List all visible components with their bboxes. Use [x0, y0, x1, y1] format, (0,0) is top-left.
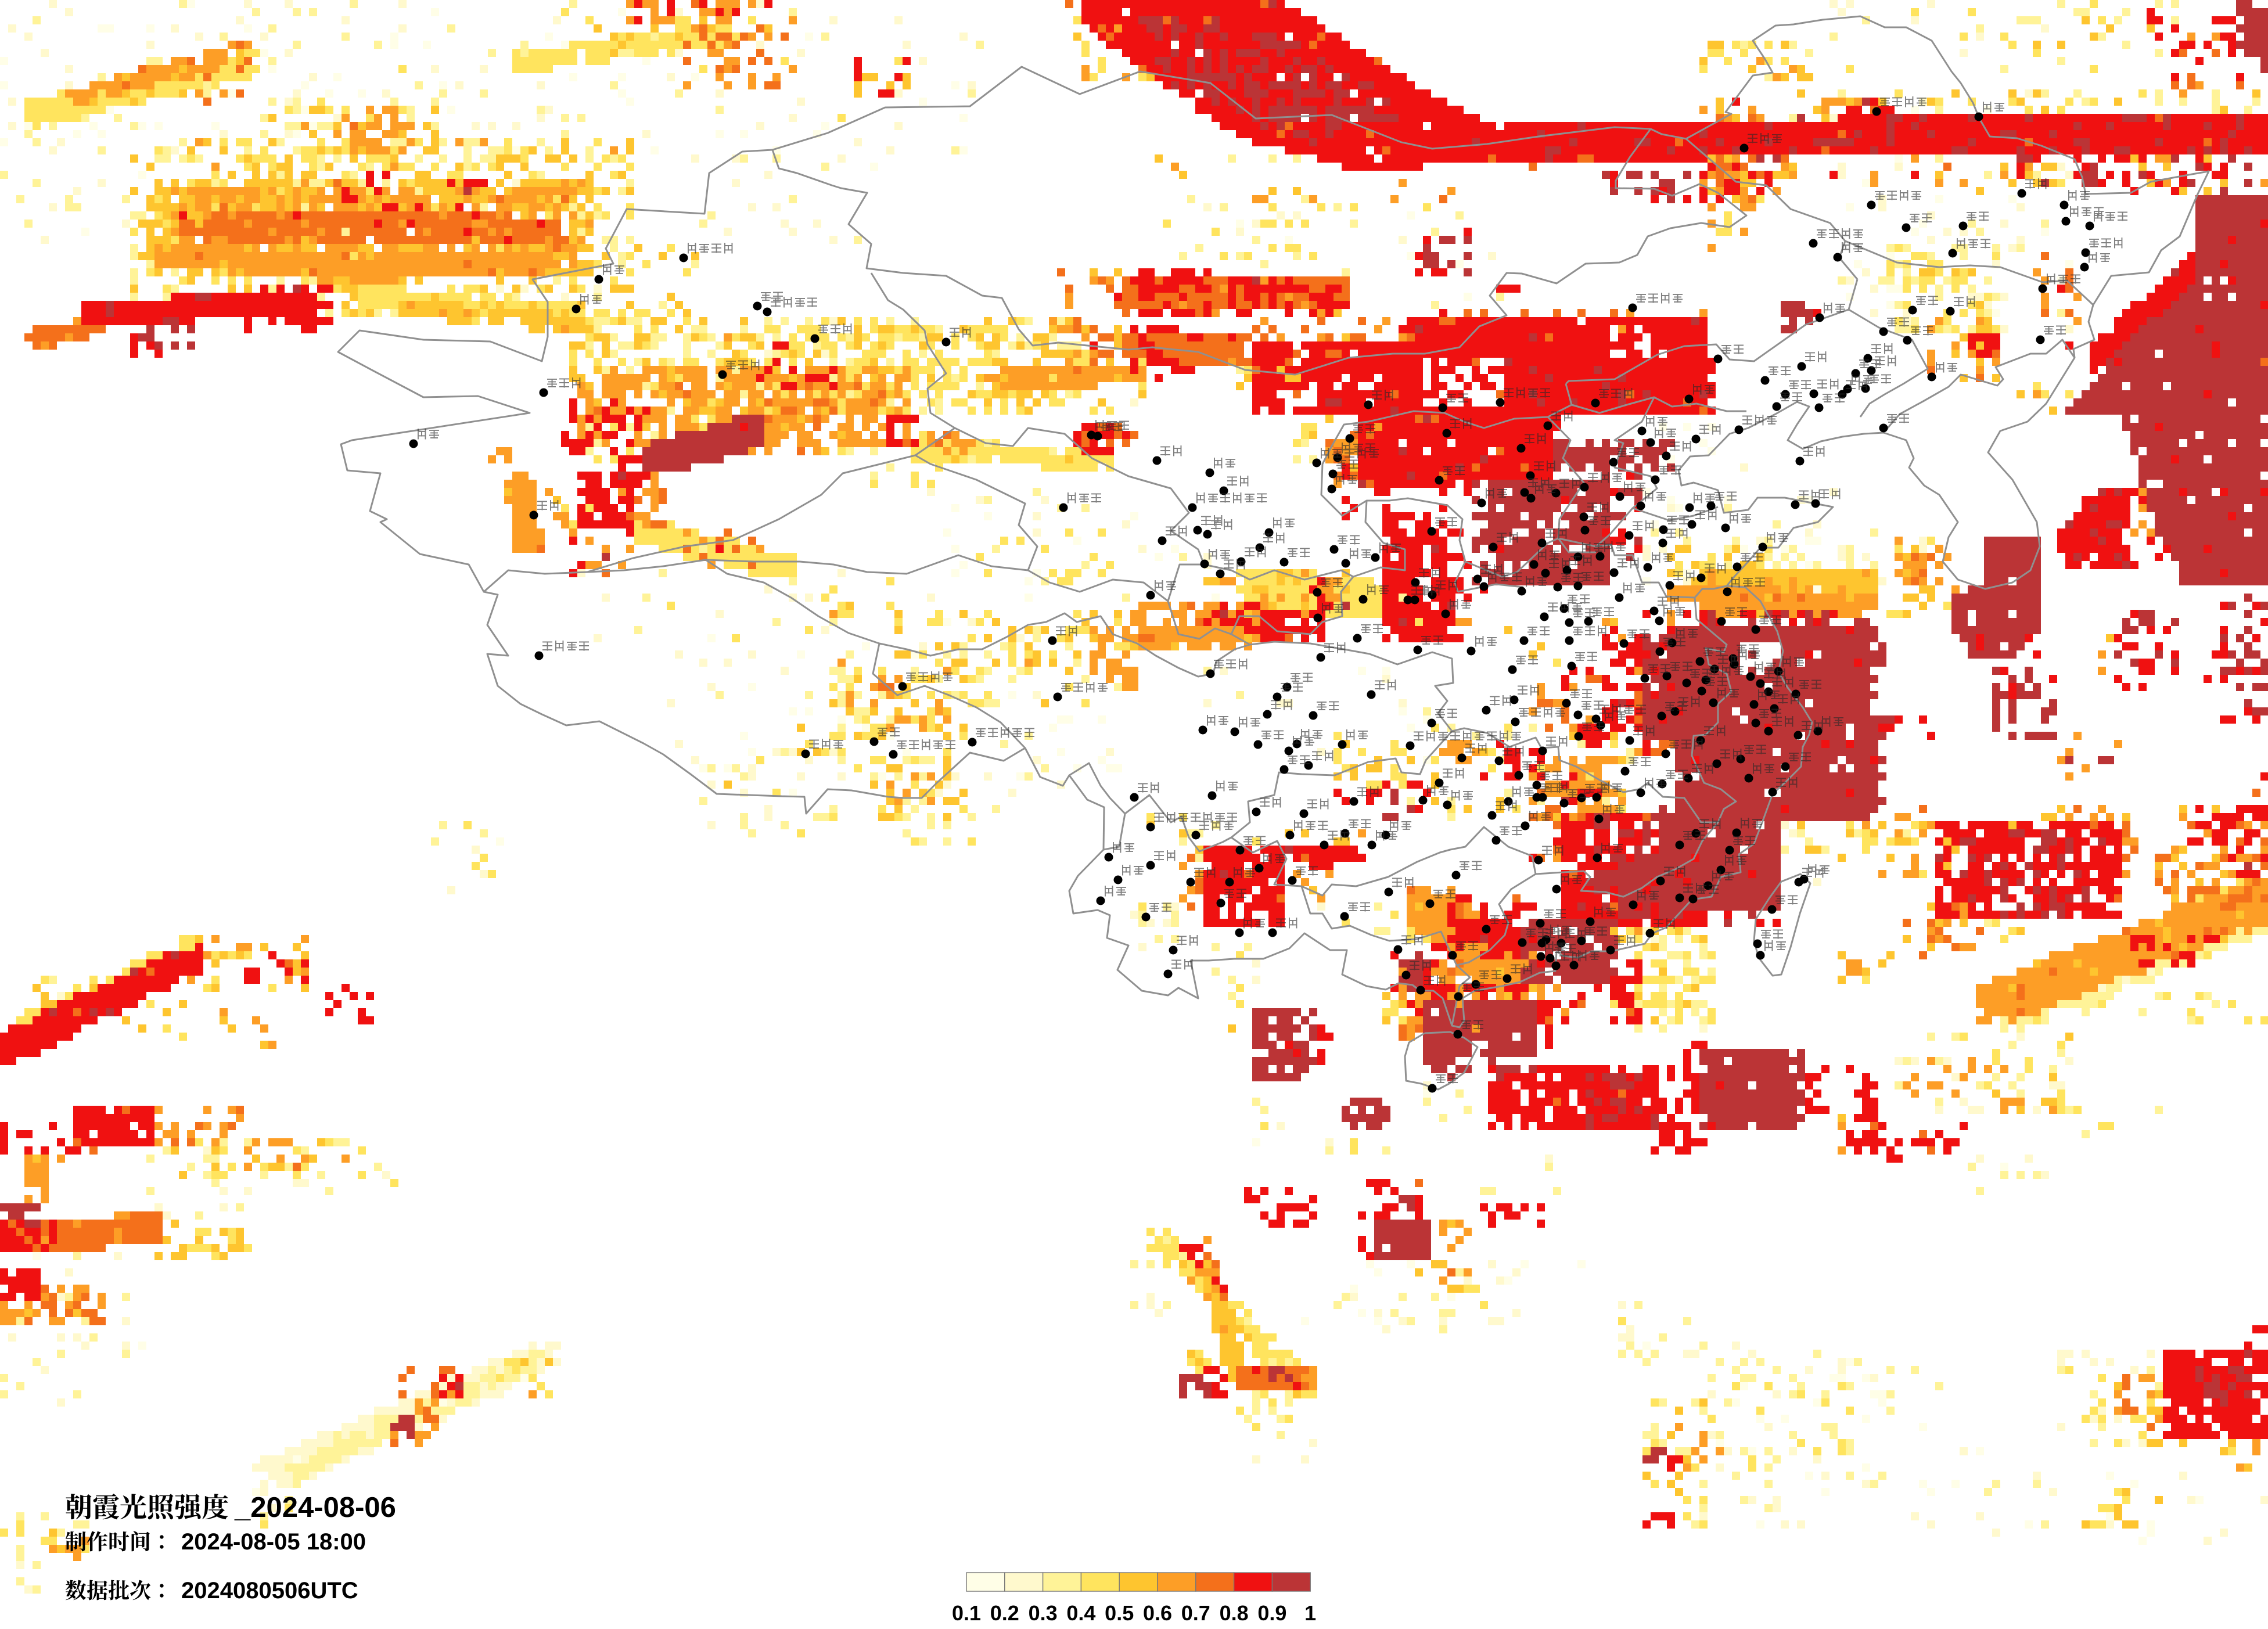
svg-text:1: 1 — [1304, 1601, 1316, 1625]
svg-text:0.2: 0.2 — [990, 1601, 1019, 1625]
svg-text:0.8: 0.8 — [1220, 1601, 1249, 1625]
svg-text:0.7: 0.7 — [1181, 1601, 1210, 1625]
svg-text:0.6: 0.6 — [1143, 1601, 1172, 1625]
svg-text:0.9: 0.9 — [1257, 1601, 1286, 1625]
svg-text:0.5: 0.5 — [1105, 1601, 1134, 1625]
svg-text:2024-08-05 18:00: 2024-08-05 18:00 — [181, 1529, 366, 1555]
svg-text:0.4: 0.4 — [1066, 1601, 1095, 1625]
svg-text:0.3: 0.3 — [1029, 1601, 1058, 1625]
svg-text:2024080506UTC: 2024080506UTC — [181, 1578, 358, 1603]
svg-text:0.1: 0.1 — [952, 1601, 981, 1625]
svg-text:_2024-08-06: _2024-08-06 — [234, 1492, 396, 1523]
